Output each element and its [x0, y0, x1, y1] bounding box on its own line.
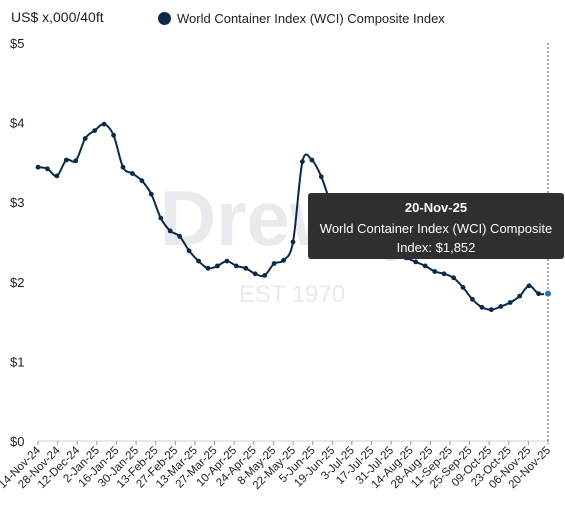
data-point[interactable]	[300, 159, 305, 165]
tooltip-series: World Container Index (WCI) Composite	[319, 221, 553, 236]
data-point[interactable]	[526, 283, 532, 289]
data-point[interactable]	[507, 300, 513, 305]
data-point[interactable]	[35, 164, 41, 170]
watermark-est: EST 1970	[239, 281, 345, 308]
data-point[interactable]	[413, 259, 419, 265]
data-point[interactable]	[101, 121, 107, 127]
data-point[interactable]	[451, 275, 456, 281]
y-axis-ticks: $0 $1 $2 $3 $4 $5	[10, 36, 24, 449]
y-tick-label: $3	[10, 195, 24, 210]
data-point[interactable]	[488, 307, 494, 313]
data-point[interactable]	[432, 269, 438, 274]
data-point[interactable]	[92, 128, 98, 134]
legend[interactable]: World Container Index (WCI) Composite In…	[158, 11, 445, 26]
data-point[interactable]	[186, 248, 192, 254]
data-point[interactable]	[498, 304, 504, 309]
data-point[interactable]	[243, 265, 249, 271]
data-point[interactable]	[82, 136, 88, 141]
data-point[interactable]	[205, 265, 211, 271]
data-point[interactable]	[544, 289, 552, 298]
y-axis-unit-label: US$ x,000/40ft	[11, 9, 104, 25]
data-point[interactable]	[271, 261, 277, 266]
data-point[interactable]	[318, 174, 324, 180]
data-point[interactable]	[262, 273, 268, 278]
data-point[interactable]	[196, 258, 202, 264]
data-point[interactable]	[167, 228, 173, 234]
data-point[interactable]	[120, 164, 126, 170]
x-axis-ticks: 14-Nov-2428-Nov-2412-Dec-242-Jan-2516-Ja…	[0, 441, 553, 492]
data-point[interactable]	[460, 285, 466, 290]
data-point[interactable]	[111, 132, 116, 138]
y-tick-label: $2	[10, 275, 24, 290]
data-point[interactable]	[73, 158, 79, 164]
data-point[interactable]	[148, 191, 154, 197]
data-point[interactable]	[422, 263, 428, 269]
data-point[interactable]	[177, 234, 183, 239]
tooltip-date: 20-Nov-25	[404, 200, 468, 215]
data-point[interactable]	[54, 173, 60, 179]
data-point[interactable]	[441, 271, 447, 277]
data-point[interactable]	[536, 291, 541, 297]
legend-marker-icon	[158, 12, 171, 25]
data-point[interactable]	[517, 293, 523, 299]
y-tick-label: $5	[10, 36, 24, 51]
y-tick-label: $4	[10, 116, 24, 131]
y-tick-label: $1	[10, 354, 24, 369]
data-point[interactable]	[215, 263, 220, 269]
data-point[interactable]	[470, 296, 475, 302]
tooltip: 20-Nov-25 World Container Index (WCI) Co…	[308, 193, 564, 259]
data-point[interactable]	[158, 215, 164, 221]
data-point[interactable]	[224, 258, 230, 264]
data-point[interactable]	[233, 263, 239, 269]
data-point[interactable]	[252, 271, 258, 277]
data-point[interactable]	[479, 304, 485, 310]
tooltip-value: Index: $1,852	[396, 240, 476, 255]
data-point[interactable]	[281, 257, 286, 263]
data-point[interactable]	[309, 157, 315, 163]
data-point[interactable]	[45, 166, 50, 172]
series-group[interactable]	[35, 43, 552, 441]
data-point[interactable]	[139, 178, 145, 184]
legend-label: World Container Index (WCI) Composite In…	[177, 11, 445, 26]
data-point[interactable]	[290, 239, 296, 245]
data-point[interactable]	[63, 157, 69, 163]
y-tick-label: $0	[10, 434, 24, 449]
data-point[interactable]	[130, 171, 135, 176]
